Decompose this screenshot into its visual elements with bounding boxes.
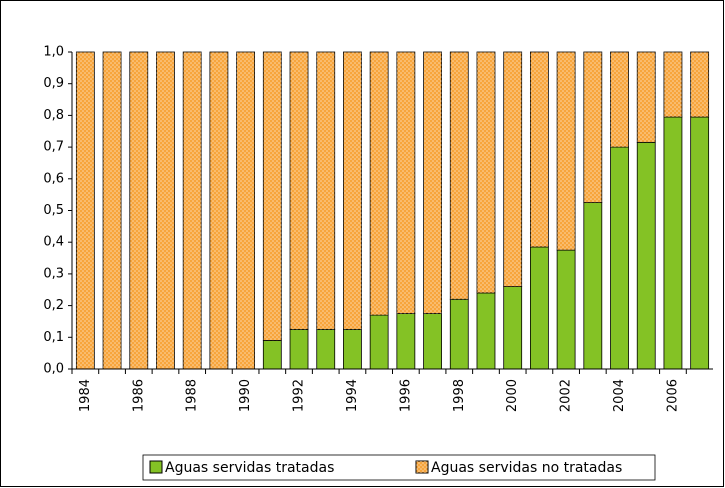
bar-segment — [396, 313, 416, 370]
legend-label: Aguas servidas tratadas — [165, 460, 334, 476]
y-tick-label: 0,8 — [43, 108, 64, 123]
x-tick-label: 2004 — [612, 379, 627, 412]
bar-texture — [610, 52, 629, 148]
y-tick-label: 0,7 — [43, 140, 64, 155]
bar-segment — [476, 292, 496, 370]
bar-texture — [316, 52, 335, 330]
x-tick-label: 1992 — [292, 379, 307, 412]
x-tick-label: 1988 — [185, 379, 200, 412]
bar-texture — [76, 52, 95, 369]
x-tick-label: 2000 — [505, 379, 520, 412]
y-tick-label: 0,3 — [43, 266, 64, 281]
y-tick-label: 0,4 — [43, 235, 64, 250]
bar-texture — [370, 52, 389, 316]
bar-texture — [209, 52, 228, 369]
bar-texture — [343, 52, 362, 330]
bar-texture — [183, 52, 202, 369]
bar-segment — [449, 298, 469, 370]
x-tick-label: 2006 — [665, 379, 680, 412]
y-tick-label: 0,0 — [43, 362, 64, 377]
x-tick-label: 1984 — [78, 379, 93, 412]
y-tick-label: 0,2 — [43, 298, 64, 313]
bar-texture — [583, 52, 602, 203]
bar-texture — [663, 52, 682, 117]
bar-segment — [423, 313, 442, 370]
bar-texture — [129, 52, 148, 369]
bar-segment — [343, 328, 362, 370]
bar-segment — [369, 314, 389, 370]
x-tick-label: 1986 — [131, 379, 146, 412]
bar-texture — [263, 52, 282, 341]
bar-segment — [610, 146, 629, 370]
bar-segment — [663, 116, 683, 370]
bar-texture — [476, 52, 495, 293]
bar-texture — [557, 52, 576, 251]
bar-segment — [316, 328, 336, 370]
legend-box — [142, 454, 656, 481]
bar-texture — [690, 52, 709, 117]
bar-segment — [636, 141, 656, 370]
bar-texture — [450, 52, 469, 300]
bar-segment — [503, 286, 523, 370]
x-tick-label: 1990 — [238, 379, 253, 412]
legend-label: Aguas servidas no tratadas — [431, 460, 622, 476]
y-tick-label: 0,1 — [43, 330, 64, 345]
x-tick-label: 1996 — [398, 379, 413, 412]
bar-texture — [503, 52, 522, 287]
bar-segment — [690, 116, 710, 370]
bar-segment — [289, 328, 309, 370]
bar-texture — [423, 52, 442, 314]
y-tick-label: 0,5 — [43, 203, 64, 218]
legend-swatch — [149, 460, 163, 474]
bar-texture — [290, 52, 309, 330]
bar-texture — [637, 52, 656, 143]
y-tick-label: 1,0 — [43, 45, 64, 60]
bar-texture — [156, 52, 175, 369]
x-tick-label: 2002 — [559, 379, 574, 412]
x-tick-label: 1994 — [345, 379, 360, 412]
bar-segment — [262, 340, 282, 370]
bar-texture — [236, 52, 255, 369]
bar-segment — [583, 202, 603, 370]
bar-texture — [530, 52, 549, 247]
bar-segment — [529, 246, 549, 370]
bar-texture — [396, 52, 415, 314]
y-tick-label: 0,6 — [43, 171, 64, 186]
bar-segment — [556, 249, 576, 370]
legend-texture — [416, 461, 428, 473]
y-tick-label: 0,9 — [43, 76, 64, 91]
x-tick-label: 1998 — [452, 379, 467, 412]
bar-texture — [103, 52, 122, 369]
